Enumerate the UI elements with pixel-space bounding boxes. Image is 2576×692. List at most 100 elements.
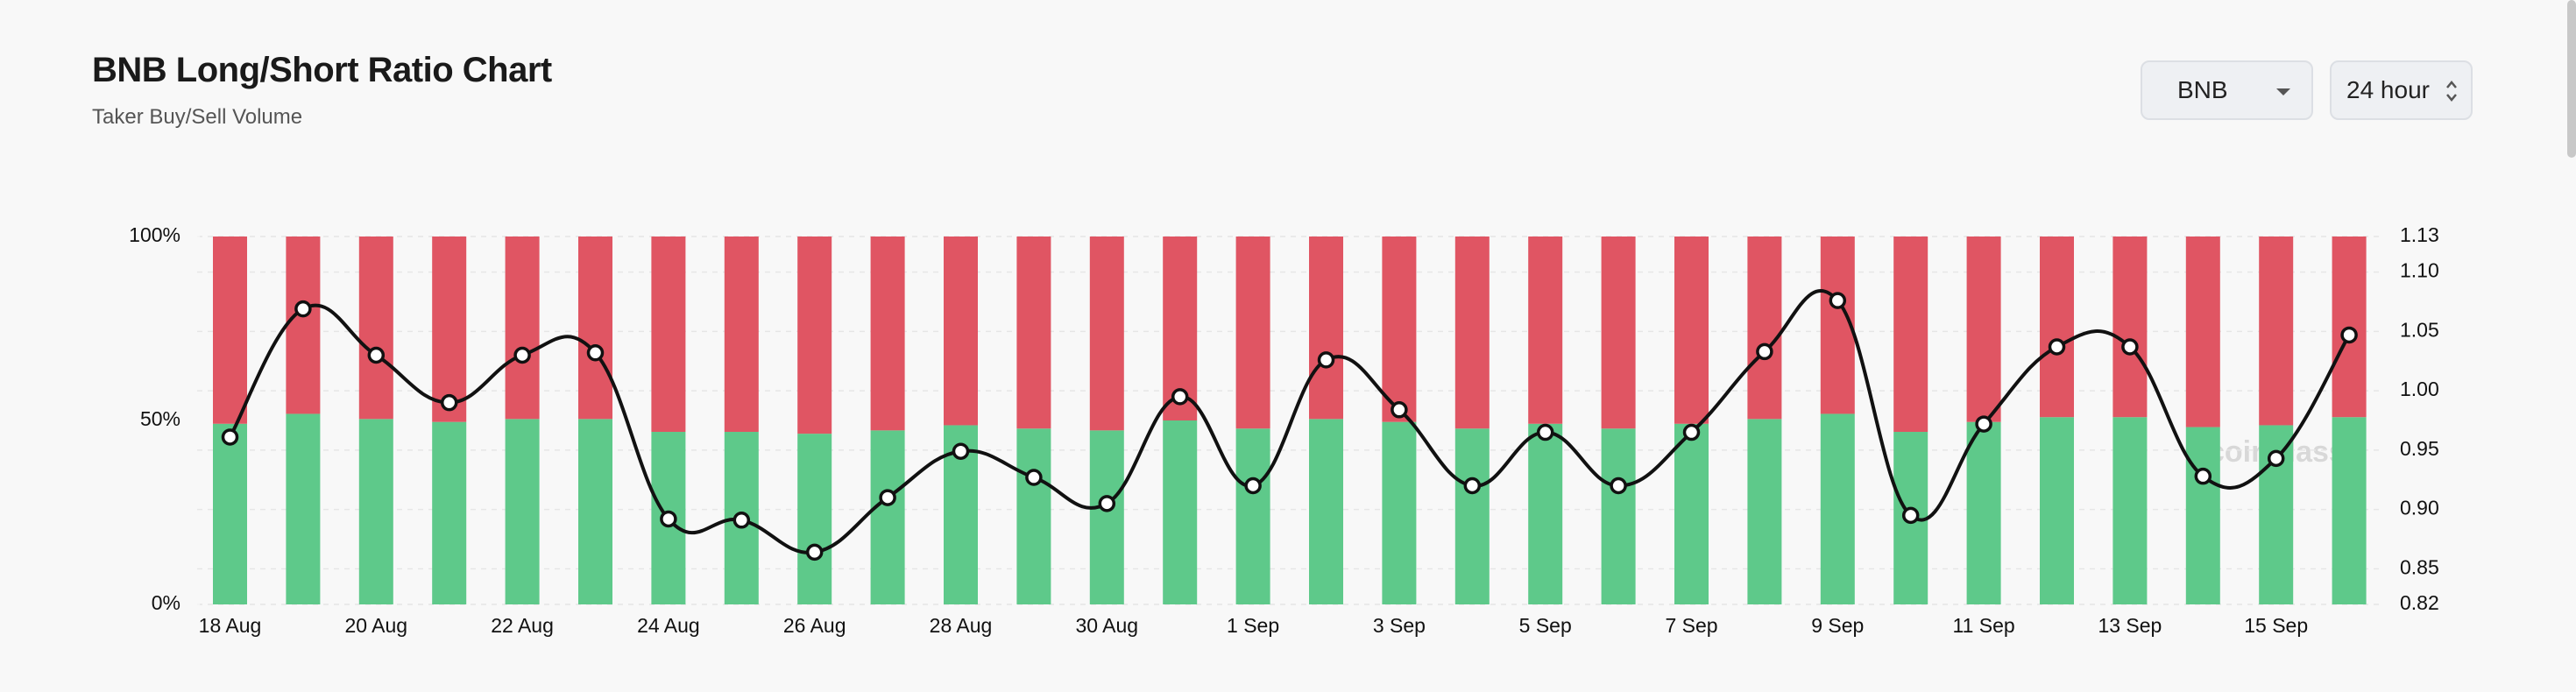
ratio-point (1025, 469, 1043, 486)
ratio-point (952, 442, 970, 460)
x-tick-label: 15 Sep (2244, 614, 2308, 637)
bar-segment (1674, 423, 1709, 604)
y2-tick-label: 1.10 (2400, 259, 2439, 282)
ratio-point (586, 344, 605, 362)
bar-segment (286, 237, 321, 414)
bar-segment (944, 237, 978, 426)
symbol-select[interactable]: BNB (2141, 60, 2313, 120)
bar-segment (2185, 237, 2220, 427)
bar-segment (505, 237, 540, 420)
scrollbar[interactable] (2567, 0, 2576, 158)
ratio-point (2267, 449, 2285, 468)
bar-segment (2332, 417, 2367, 604)
x-tick-label: 18 Aug (199, 614, 262, 637)
ratio-point (294, 300, 312, 318)
bar-segment (1163, 420, 1198, 604)
bar-segment (1528, 237, 1563, 424)
x-tick-label: 9 Sep (1811, 614, 1864, 637)
x-tick-label: 1 Sep (1227, 614, 1279, 637)
bar-segment (870, 237, 905, 431)
bar-segment (358, 237, 393, 420)
ratio-point (1244, 477, 1262, 495)
ratio-point (2194, 467, 2212, 485)
bar-segment (1601, 237, 1636, 429)
y2-tick-label: 1.05 (2400, 318, 2439, 341)
ratio-point (805, 543, 824, 561)
bar-segment (2112, 237, 2148, 418)
y2-tick-label: 0.85 (2400, 555, 2439, 578)
bar-segment (1674, 237, 1709, 424)
x-tick-label: 20 Aug (344, 614, 407, 637)
bar-segment (1966, 421, 2001, 604)
bar-segment (213, 237, 247, 424)
symbol-value: BNB (2177, 76, 2228, 103)
x-tick-label: 30 Aug (1075, 614, 1138, 637)
x-tick-label: 11 Sep (1952, 614, 2014, 637)
y2-tick-label: 1.13 (2400, 223, 2439, 246)
ratio-point (1682, 423, 1701, 441)
bar-segment (1235, 428, 1270, 604)
bar-segment (432, 421, 467, 604)
bar-segment (578, 237, 612, 420)
ratio-point (440, 393, 458, 412)
y2-tick-label: 0.95 (2400, 437, 2439, 460)
bar-segment (213, 423, 247, 604)
dropdown-caret (2276, 88, 2290, 95)
x-tick-label: 28 Aug (930, 614, 993, 637)
bar-segment (1382, 421, 1417, 604)
bar-segment (797, 237, 832, 434)
bar-segment (2040, 417, 2074, 604)
ratio-point (879, 489, 896, 506)
bar-segment (1016, 428, 1051, 604)
bar-segment (797, 434, 832, 604)
chart-subtitle: Taker Buy/Sell Volume (92, 105, 303, 129)
bar-segment (1528, 423, 1563, 604)
ratio-point (1171, 388, 1189, 406)
ratio-point (1829, 292, 1847, 309)
bar-segment (1089, 430, 1124, 604)
bar-segment (1893, 237, 1928, 433)
ratio-point (2048, 338, 2066, 356)
x-tick-label: 26 Aug (783, 614, 846, 637)
ratio-point (1317, 351, 1335, 369)
y2-tick-label: 1.00 (2400, 378, 2439, 400)
ratio-point (1756, 342, 1773, 361)
bar-segment (1601, 428, 1636, 604)
bar-segment (1235, 237, 1270, 429)
ratio-point (221, 428, 239, 446)
bar-segment (1309, 419, 1343, 604)
bar-segment (2185, 427, 2220, 604)
bar-segment (1382, 237, 1417, 422)
x-tick-label: 13 Sep (2098, 614, 2162, 637)
bar-segment (578, 419, 612, 604)
bar-segment (870, 430, 905, 604)
ratio-point (2340, 326, 2358, 344)
interval-value: 24 hour (2346, 76, 2430, 103)
bar-segment (1454, 428, 1490, 604)
bar-segment (1747, 419, 1782, 604)
ratio-point (1901, 506, 1920, 525)
ratio-point (660, 510, 677, 528)
x-tick-label: 22 Aug (491, 614, 554, 637)
bar-segment (1016, 237, 1051, 429)
stepper-icon (2446, 81, 2457, 102)
y-tick-label: 100% (129, 223, 180, 246)
bar-segment (1747, 237, 1782, 420)
ratio-point (1975, 415, 1992, 433)
y2-tick-label: 0.82 (2400, 591, 2439, 614)
interval-select[interactable]: 24 hour (2330, 60, 2473, 120)
bar-segment (1820, 413, 1855, 604)
y-tick-label: 0% (152, 591, 180, 614)
ratio-point (2121, 338, 2139, 356)
bar-segment (1309, 237, 1343, 420)
bar-segment (358, 419, 393, 604)
bar-segment (432, 237, 467, 422)
bar-segment (2259, 237, 2294, 426)
ratio-point (1463, 477, 1482, 495)
x-tick-label: 24 Aug (637, 614, 700, 637)
x-tick-label: 5 Sep (1519, 614, 1572, 637)
ratio-point (1391, 401, 1408, 419)
ratio-point (513, 346, 531, 364)
